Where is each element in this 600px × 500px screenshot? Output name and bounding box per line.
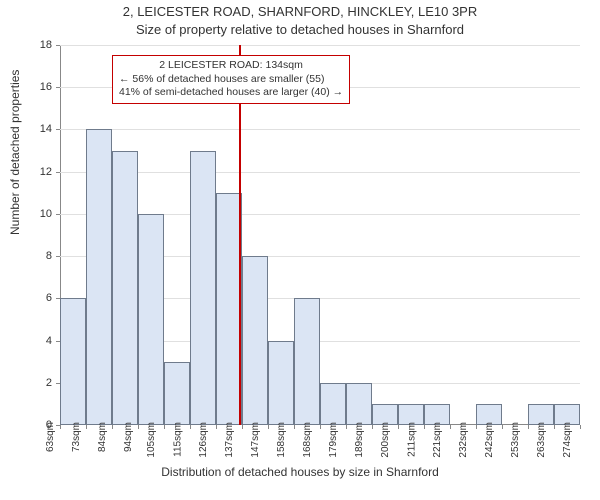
callout-line-2: ← 56% of detached houses are smaller (55… (119, 73, 343, 87)
x-tick-mark (580, 425, 581, 429)
x-tick-mark (450, 425, 451, 429)
x-tick-label: 105sqm (146, 422, 157, 458)
histogram-bar (164, 362, 190, 425)
histogram-bar (320, 383, 346, 425)
histogram-bar (112, 151, 138, 425)
y-tick-label: 8 (12, 250, 52, 262)
y-tick-mark (56, 87, 60, 88)
callout-line-1: 2 LEICESTER ROAD: 134sqm (119, 59, 343, 73)
gridline (60, 129, 580, 130)
x-tick-label: 158sqm (276, 422, 287, 458)
chart-title: Size of property relative to detached ho… (0, 22, 600, 37)
y-tick-mark (56, 256, 60, 257)
y-tick-mark (56, 45, 60, 46)
x-tick-mark (164, 425, 165, 429)
x-tick-label: 274sqm (562, 422, 573, 458)
x-tick-mark (112, 425, 113, 429)
histogram-bar (190, 151, 216, 425)
histogram-bar (138, 214, 164, 425)
y-tick-mark (56, 129, 60, 130)
x-tick-label: 200sqm (380, 422, 391, 458)
x-tick-label: 189sqm (354, 422, 365, 458)
x-tick-label: 179sqm (328, 422, 339, 458)
callout-box: 2 LEICESTER ROAD: 134sqm ← 56% of detach… (112, 55, 350, 104)
x-tick-label: 115sqm (173, 422, 184, 457)
x-tick-mark (320, 425, 321, 429)
chart-plot-area: 02468101214161863sqm73sqm84sqm94sqm105sq… (60, 45, 580, 425)
chart-supertitle: 2, LEICESTER ROAD, SHARNFORD, HINCKLEY, … (0, 4, 600, 19)
y-tick-mark (56, 214, 60, 215)
x-tick-mark (216, 425, 217, 429)
histogram-bar (86, 129, 112, 425)
x-tick-mark (372, 425, 373, 429)
x-tick-label: 263sqm (536, 422, 547, 458)
y-tick-label: 18 (12, 39, 52, 51)
x-tick-mark (242, 425, 243, 429)
histogram-bar (268, 341, 294, 425)
x-tick-label: 137sqm (224, 422, 235, 458)
x-tick-mark (138, 425, 139, 429)
x-tick-label: 84sqm (97, 422, 108, 452)
gridline (60, 172, 580, 173)
x-tick-mark (268, 425, 269, 429)
x-tick-mark (424, 425, 425, 429)
x-tick-label: 147sqm (250, 422, 261, 458)
x-tick-mark (502, 425, 503, 429)
x-tick-mark (86, 425, 87, 429)
histogram-bar (346, 383, 372, 425)
x-axis-label: Distribution of detached houses by size … (0, 465, 600, 479)
y-tick-label: 16 (12, 81, 52, 93)
y-tick-label: 6 (12, 292, 52, 304)
callout-line-3: 41% of semi-detached houses are larger (… (119, 86, 343, 100)
y-tick-mark (56, 172, 60, 173)
x-tick-mark (190, 425, 191, 429)
x-tick-mark (346, 425, 347, 429)
x-tick-label: 63sqm (45, 422, 56, 452)
x-tick-label: 94sqm (123, 422, 134, 452)
x-tick-mark (60, 425, 61, 429)
x-tick-mark (294, 425, 295, 429)
x-tick-label: 221sqm (432, 422, 443, 458)
x-tick-mark (476, 425, 477, 429)
gridline (60, 45, 580, 46)
histogram-bar (242, 256, 268, 425)
y-tick-label: 4 (12, 335, 52, 347)
x-tick-label: 211sqm (407, 422, 418, 457)
x-tick-label: 253sqm (510, 422, 521, 458)
x-tick-mark (398, 425, 399, 429)
histogram-bar (60, 298, 86, 425)
histogram-bar (294, 298, 320, 425)
y-tick-label: 2 (12, 377, 52, 389)
x-tick-label: 232sqm (458, 422, 469, 458)
y-tick-label: 10 (12, 208, 52, 220)
y-tick-label: 14 (12, 123, 52, 135)
y-tick-label: 12 (12, 166, 52, 178)
x-tick-label: 126sqm (198, 422, 209, 458)
x-tick-label: 73sqm (71, 422, 82, 452)
x-tick-label: 242sqm (484, 422, 495, 458)
x-tick-label: 168sqm (302, 422, 313, 458)
histogram-bar (216, 193, 242, 425)
x-tick-mark (528, 425, 529, 429)
x-tick-mark (554, 425, 555, 429)
